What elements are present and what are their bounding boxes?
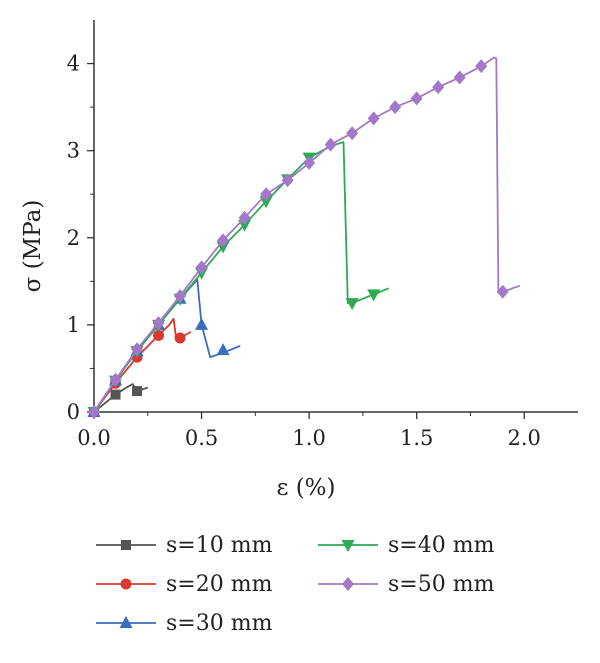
- data-point: [303, 155, 316, 170]
- data-point: [367, 289, 381, 302]
- data-point: [453, 70, 466, 85]
- data-point: [152, 316, 165, 331]
- legend-item: s=10 mm: [96, 533, 273, 558]
- legend-item: s=20 mm: [96, 572, 273, 597]
- x-tick-label: 0.5: [185, 426, 218, 450]
- legend-item: s=40 mm: [318, 533, 495, 558]
- legend-item: s=50 mm: [318, 572, 495, 597]
- series-line: [93, 56, 521, 413]
- x-tick-label: 1.5: [400, 426, 433, 450]
- data-point: [496, 284, 509, 299]
- x-tick-label: 2.0: [508, 426, 541, 450]
- data-point: [195, 317, 209, 330]
- x-tick-label: 0.0: [77, 426, 110, 450]
- data-point: [432, 80, 445, 95]
- y-tick-label: 4: [67, 52, 80, 76]
- legend-label: s=40 mm: [388, 533, 495, 558]
- series-5: [88, 56, 521, 419]
- data-point: [174, 289, 187, 304]
- data-point: [217, 233, 230, 248]
- data-point: [367, 111, 380, 126]
- data-point: [259, 196, 273, 209]
- data-point: [281, 173, 294, 188]
- data-point: [195, 260, 208, 275]
- legend-marker: [119, 616, 133, 628]
- legend-label: s=10 mm: [166, 533, 273, 558]
- legend-item: s=30 mm: [96, 611, 273, 636]
- data-point: [131, 342, 144, 357]
- legend-marker: [341, 540, 355, 552]
- data-point: [153, 329, 165, 341]
- y-tick-label: 2: [67, 226, 80, 250]
- data-point: [109, 372, 122, 387]
- y-tick-label: 3: [67, 139, 80, 163]
- data-point: [389, 100, 402, 115]
- data-point: [238, 210, 251, 225]
- data-point: [110, 389, 121, 400]
- series-line: [93, 141, 390, 413]
- legend-marker: [120, 578, 132, 590]
- data-point: [345, 298, 359, 311]
- y-axis-title: σ (MPa): [20, 200, 46, 293]
- data-point: [132, 386, 143, 397]
- data-point: [88, 405, 100, 419]
- legend-marker: [342, 577, 354, 591]
- data-point: [410, 91, 423, 106]
- data-point: [238, 219, 252, 232]
- legend-label: s=20 mm: [166, 572, 273, 597]
- series-4: [87, 141, 390, 419]
- y-tick-label: 1: [67, 313, 80, 337]
- data-point: [260, 187, 273, 202]
- y-tick-label: 0: [67, 400, 80, 424]
- data-point: [324, 137, 337, 152]
- series-3: [87, 278, 241, 417]
- data-point: [174, 332, 186, 344]
- data-point: [216, 343, 230, 356]
- legend-marker: [121, 540, 131, 550]
- series-2: [88, 317, 192, 418]
- x-axis-title: ε (%): [276, 475, 335, 501]
- data-point: [346, 126, 359, 141]
- x-tick-label: 1.0: [292, 426, 325, 450]
- legend-label: s=30 mm: [166, 611, 273, 636]
- data-point: [475, 59, 488, 74]
- series-line: [93, 317, 192, 413]
- legend-label: s=50 mm: [388, 572, 495, 597]
